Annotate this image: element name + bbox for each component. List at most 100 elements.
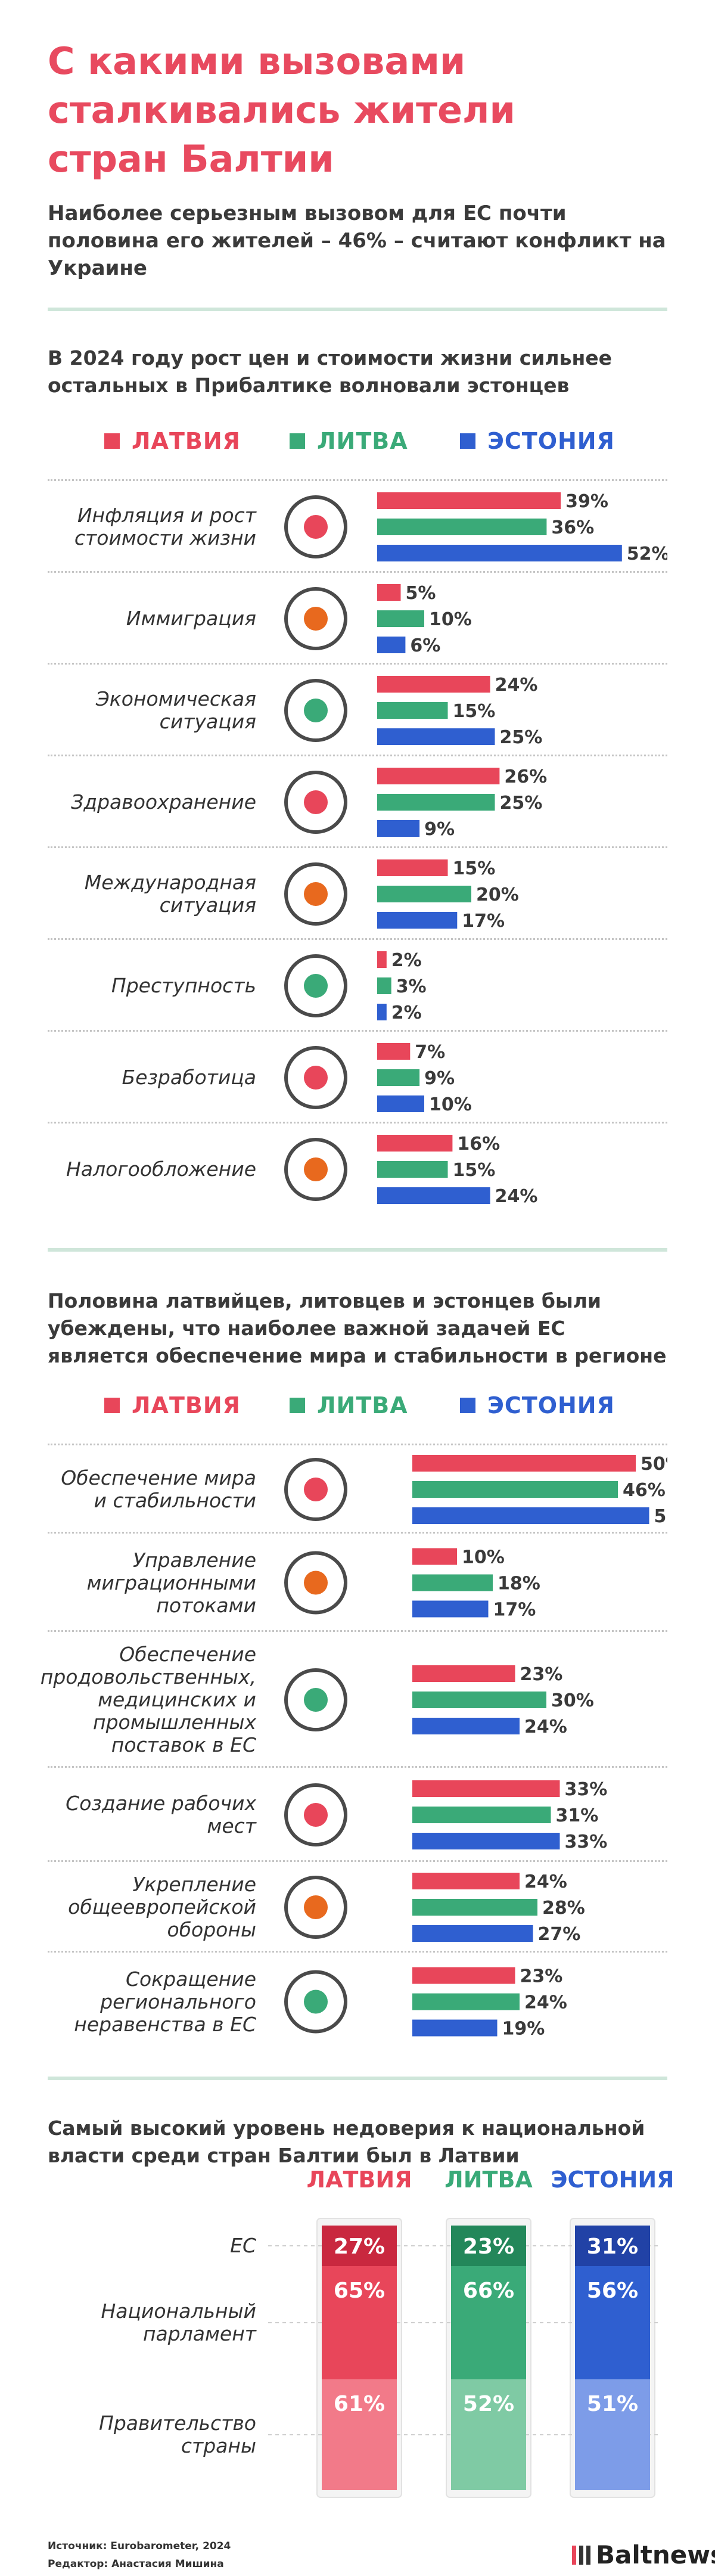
cell-value: 65% bbox=[334, 2279, 385, 2303]
value-label: 15% bbox=[453, 1160, 496, 1181]
cell-value: 31% bbox=[587, 2234, 638, 2259]
cell-value: 66% bbox=[463, 2279, 514, 2303]
cell bbox=[322, 2266, 397, 2379]
bar bbox=[377, 519, 547, 535]
value-label: 25% bbox=[500, 793, 543, 814]
legend-item: ЛАТВИЯ bbox=[104, 1392, 241, 1419]
category-label: Сокращение регионального неравенства в Е… bbox=[74, 1967, 256, 2036]
bars: 7% 9% 10% bbox=[377, 1042, 472, 1115]
icon-shape bbox=[284, 1458, 347, 1521]
icon bbox=[284, 954, 347, 1017]
category-label: Иммиграция bbox=[126, 607, 256, 630]
legend-label: ЛИТВА bbox=[317, 428, 408, 454]
icon-accent bbox=[304, 1688, 328, 1712]
category-label: Инфляция и рост стоимости жизни bbox=[74, 504, 256, 550]
bar bbox=[377, 886, 471, 902]
value-label: 3% bbox=[396, 976, 427, 997]
logo-text: Baltnews. bbox=[596, 2540, 715, 2569]
bars: 23% 30% 24% bbox=[412, 1664, 594, 1737]
icon-accent bbox=[304, 607, 328, 631]
bar bbox=[377, 584, 401, 601]
category-row: Укрепление общеевропейской обороны 24% 28%… bbox=[48, 1860, 667, 1953]
chart-challenges: В 2024 году рост цен и стоимости жизни с… bbox=[48, 344, 679, 1227]
bar bbox=[377, 610, 424, 627]
legend-item: ЛИТВА bbox=[290, 428, 408, 454]
bars: 15% 20% 17% bbox=[377, 858, 519, 932]
chart-title: Самый высокий уровень недоверия к национ… bbox=[48, 2116, 645, 2167]
value-label: 20% bbox=[476, 884, 519, 905]
value-label: 26% bbox=[504, 766, 547, 787]
icon-shape bbox=[284, 1551, 347, 1615]
row-label: Правительство страны bbox=[99, 2411, 256, 2457]
subtitle: Наиболее серьезным вызовом для ЕС почти … bbox=[48, 201, 666, 280]
icon-accent bbox=[304, 515, 328, 539]
bar bbox=[377, 637, 406, 653]
legend-swatch bbox=[104, 433, 120, 449]
icon-accent bbox=[304, 1803, 328, 1827]
value-label: 23% bbox=[520, 1966, 563, 1987]
cell-value: 52% bbox=[463, 2392, 514, 2416]
value-label: 53% bbox=[654, 1506, 668, 1527]
value-label: 28% bbox=[542, 1898, 585, 1919]
bar bbox=[412, 1807, 551, 1823]
category-row: Обеспечение мира и стабильности 50% 46% 53% bbox=[48, 1444, 667, 1534]
bar bbox=[412, 1548, 457, 1565]
bar bbox=[412, 1481, 618, 1498]
bars: 39% 36% 52% bbox=[377, 491, 667, 564]
legend: ЛАТВИЯ ЛИТВА ЭСТОНИЯ bbox=[48, 428, 703, 458]
column-header: ЭСТОНИЯ bbox=[551, 2167, 674, 2193]
bar bbox=[412, 1665, 515, 1682]
cell bbox=[575, 2266, 650, 2379]
cell-value: 61% bbox=[334, 2392, 385, 2416]
value-label: 23% bbox=[520, 1664, 563, 1685]
icon-accent bbox=[304, 974, 328, 998]
bar bbox=[377, 768, 500, 784]
bar bbox=[377, 794, 495, 811]
category-row: Обеспечение продовольственных, медицинск… bbox=[41, 1630, 667, 1768]
icon bbox=[284, 771, 347, 834]
category-label: Обеспечение мира и стабильности bbox=[61, 1466, 256, 1512]
category-label: Экономическая ситуация bbox=[95, 687, 256, 733]
value-label: 2% bbox=[391, 950, 422, 971]
value-label: 24% bbox=[524, 1872, 567, 1892]
icon-accent bbox=[304, 1157, 328, 1181]
divider bbox=[48, 308, 667, 311]
icon-accent bbox=[304, 1895, 328, 1919]
bar bbox=[412, 1967, 515, 1984]
category-row: Инфляция и рост стоимости жизни 39% 36% 52% bbox=[48, 479, 667, 573]
value-label: 27% bbox=[538, 1924, 581, 1945]
icon-shape bbox=[284, 679, 347, 742]
icon bbox=[284, 1668, 347, 1731]
bars: 33% 31% 33% bbox=[412, 1779, 607, 1852]
divider bbox=[48, 2077, 667, 2080]
bar bbox=[377, 702, 448, 719]
row-label: ЕС bbox=[230, 2234, 256, 2257]
icon-shape bbox=[284, 862, 347, 926]
legend-item: ЛИТВА bbox=[290, 1392, 408, 1419]
category-label: Управление миграционными потоками bbox=[86, 1548, 257, 1617]
bars: 16% 15% 24% bbox=[377, 1134, 537, 1207]
bars: 50% 46% 53% bbox=[412, 1454, 668, 1527]
bar bbox=[412, 1600, 489, 1618]
bar bbox=[377, 1161, 448, 1178]
value-label: 50% bbox=[641, 1454, 667, 1475]
legend-swatch bbox=[290, 1398, 305, 1413]
icon-accent bbox=[304, 882, 328, 906]
value-label: 6% bbox=[410, 635, 440, 656]
icon-accent bbox=[304, 1478, 328, 1501]
icon-shape bbox=[284, 1970, 347, 2034]
value-label: 15% bbox=[453, 858, 496, 879]
legend-swatch bbox=[460, 1398, 475, 1413]
category-row: Сокращение регионального неравенства в Е… bbox=[48, 1951, 667, 2051]
divider bbox=[48, 1248, 667, 1252]
cell bbox=[322, 2379, 397, 2490]
cell-value: 23% bbox=[463, 2234, 514, 2259]
icon-accent bbox=[304, 1066, 328, 1090]
value-label: 10% bbox=[429, 1094, 472, 1115]
bar bbox=[412, 1899, 537, 1916]
bar bbox=[412, 2019, 498, 2037]
icon bbox=[284, 862, 347, 926]
chart-distrust: Самый высокий уровень недоверия к национ… bbox=[48, 2115, 679, 2532]
category-row: Преступность 2% 3% 2% bbox=[48, 938, 667, 1032]
